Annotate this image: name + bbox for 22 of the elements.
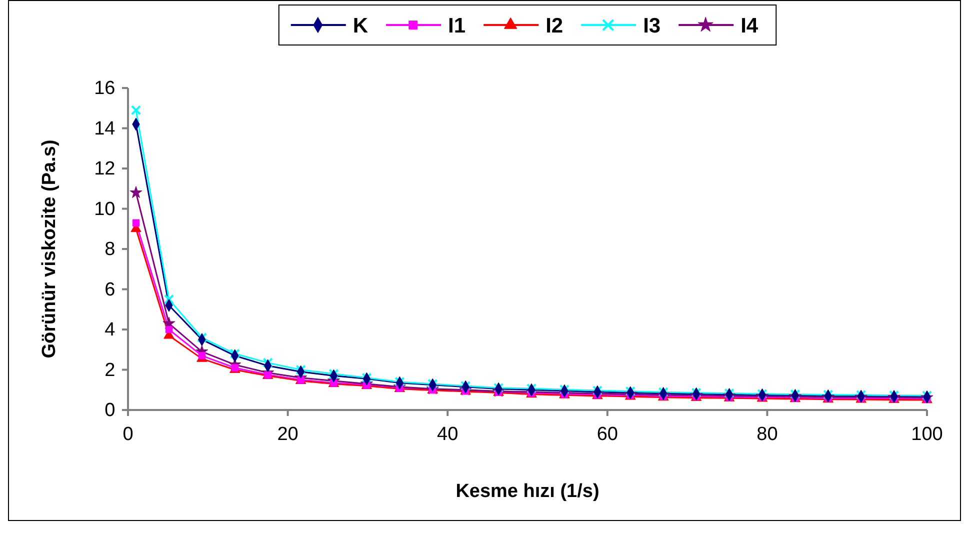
y-tick-label: 12 xyxy=(94,158,116,180)
x-tick-label: 80 xyxy=(756,424,778,445)
legend-label: I2 xyxy=(546,14,564,38)
x-tick-label: 40 xyxy=(437,424,458,445)
legend-label: I4 xyxy=(740,14,758,38)
legend-label: K xyxy=(352,14,368,38)
x-tick-label: 100 xyxy=(911,424,943,445)
y-tick-label: 16 xyxy=(94,78,116,100)
y-tick-label: 6 xyxy=(104,279,116,300)
y-tick-label: 0 xyxy=(104,400,116,422)
x-axis-title: Kesme hızı (1/s) xyxy=(456,481,600,502)
y-axis-title: Görünür viskozite (Pa.s) xyxy=(39,140,60,358)
x-tick-label: 20 xyxy=(277,424,298,445)
y-tick-label: 14 xyxy=(94,118,116,140)
legend-label: I1 xyxy=(448,14,466,38)
x-tick-label: 60 xyxy=(596,424,618,445)
y-tick-label: 2 xyxy=(104,360,116,381)
legend-label: I3 xyxy=(643,14,661,38)
y-tick-label: 4 xyxy=(104,320,116,341)
x-tick-label: 0 xyxy=(122,424,134,445)
y-tick-label: 10 xyxy=(94,198,116,220)
y-tick-label: 8 xyxy=(104,239,116,260)
